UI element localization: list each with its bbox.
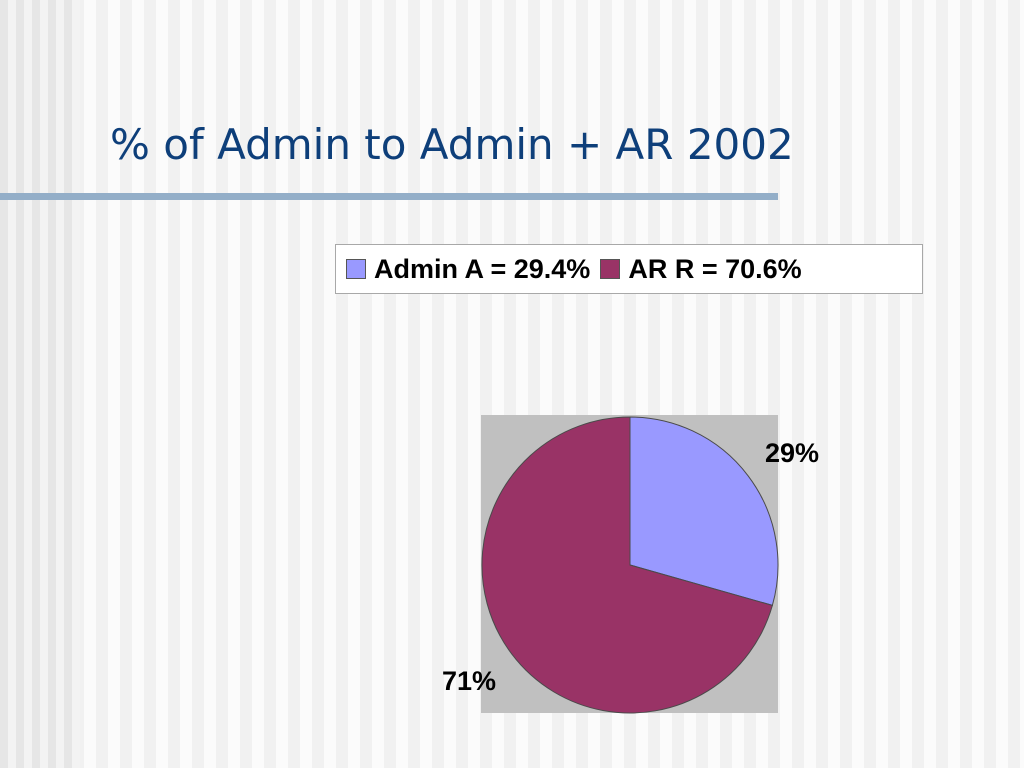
data-label-ar: 71%	[442, 666, 496, 696]
data-label-admin: 29%	[765, 438, 819, 468]
legend-swatch-admin	[346, 259, 366, 279]
pie-slice-admin	[629, 416, 779, 607]
legend-label-admin: Admin A = 29.4%	[374, 253, 591, 284]
slide-title: % of Admin to Admin + AR 2002	[110, 120, 794, 169]
legend-entry-ar: AR R = 70.6%	[600, 253, 802, 285]
pie-slices	[481, 416, 779, 714]
chart-legend: Admin A = 29.4% AR R = 70.6%	[335, 244, 923, 294]
background-stripe-band	[0, 0, 80, 768]
title-underline	[0, 193, 778, 200]
legend-entry-admin: Admin A = 29.4%	[346, 254, 590, 285]
legend-label-ar: AR R = 70.6%	[628, 253, 802, 284]
pie-slice-ar	[481, 416, 773, 714]
legend-swatch-ar	[600, 259, 621, 279]
